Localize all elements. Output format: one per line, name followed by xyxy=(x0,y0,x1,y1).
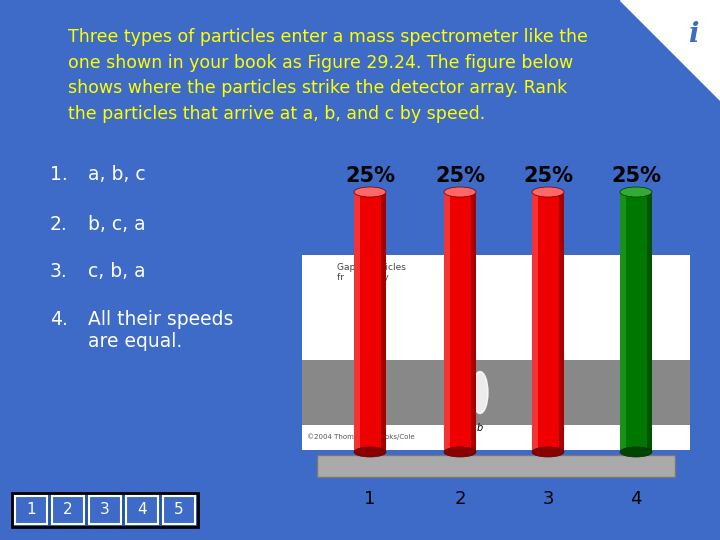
Text: Three types of particles enter a mass spectrometer like the
one shown in your bo: Three types of particles enter a mass sp… xyxy=(68,28,588,123)
Bar xyxy=(15,496,47,524)
Text: ©2004 Thomson - Brooks/Cole: ©2004 Thomson - Brooks/Cole xyxy=(307,433,415,440)
Bar xyxy=(444,192,450,452)
Bar xyxy=(559,192,564,452)
Ellipse shape xyxy=(444,447,476,457)
Ellipse shape xyxy=(620,187,652,197)
Polygon shape xyxy=(620,0,720,100)
Text: 3.: 3. xyxy=(50,262,68,281)
Text: 3: 3 xyxy=(542,490,554,508)
Text: 2.: 2. xyxy=(50,215,68,234)
Text: 2: 2 xyxy=(63,503,73,517)
Bar xyxy=(354,192,360,452)
Text: 25%: 25% xyxy=(611,166,661,186)
Text: 4.: 4. xyxy=(50,310,68,329)
Ellipse shape xyxy=(444,187,476,197)
Bar xyxy=(444,192,476,452)
Text: 2: 2 xyxy=(454,490,466,508)
Text: 4: 4 xyxy=(630,490,642,508)
Bar xyxy=(52,496,84,524)
Bar xyxy=(381,192,386,452)
Text: Gap    particles
fr     elocity
       ctor: Gap particles fr elocity ctor xyxy=(337,263,406,293)
Text: b: b xyxy=(477,423,483,433)
Bar xyxy=(126,496,158,524)
Ellipse shape xyxy=(472,372,488,414)
Bar xyxy=(532,192,564,452)
Text: 25%: 25% xyxy=(523,166,573,186)
Bar xyxy=(620,192,626,452)
Bar xyxy=(302,255,690,360)
Text: i: i xyxy=(688,22,698,49)
Text: 25%: 25% xyxy=(345,166,395,186)
Ellipse shape xyxy=(532,447,564,457)
Text: 1: 1 xyxy=(364,490,376,508)
Ellipse shape xyxy=(532,187,564,197)
Bar xyxy=(354,192,386,452)
Ellipse shape xyxy=(620,447,652,457)
Text: 4: 4 xyxy=(138,503,147,517)
Bar xyxy=(647,192,652,452)
Bar xyxy=(302,425,690,450)
Text: 5: 5 xyxy=(174,503,184,517)
Text: c, b, a: c, b, a xyxy=(88,262,145,281)
Text: 25%: 25% xyxy=(435,166,485,186)
Text: b, c, a: b, c, a xyxy=(88,215,145,234)
Bar xyxy=(302,360,690,425)
Text: 1: 1 xyxy=(26,503,36,517)
Bar xyxy=(620,192,652,452)
Bar xyxy=(12,493,198,527)
Text: 3: 3 xyxy=(100,503,110,517)
Text: a, b, c: a, b, c xyxy=(88,165,145,184)
Bar xyxy=(89,496,121,524)
Bar xyxy=(471,192,476,452)
Text: 1.: 1. xyxy=(50,165,68,184)
Ellipse shape xyxy=(354,187,386,197)
Ellipse shape xyxy=(354,447,386,457)
Text: All their speeds
are equal.: All their speeds are equal. xyxy=(88,310,233,351)
Bar xyxy=(163,496,195,524)
Bar xyxy=(317,455,675,477)
Bar xyxy=(532,192,538,452)
